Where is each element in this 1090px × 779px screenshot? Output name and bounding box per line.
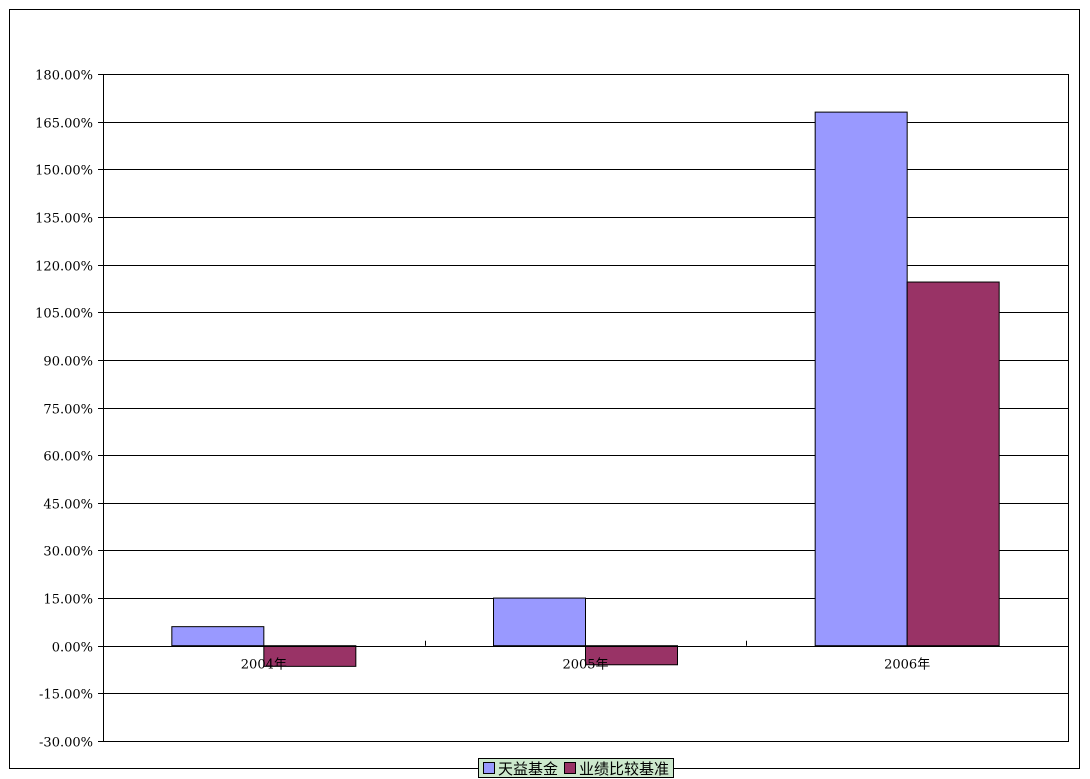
x-tick-label: 2005年	[562, 658, 608, 673]
bar	[906, 281, 1000, 647]
y-tick-label: 15.00%	[43, 593, 93, 608]
legend-label-benchmark: 业绩比较基准	[579, 759, 670, 778]
y-tick-label: 0.00%	[52, 641, 93, 656]
y-tick-label: 60.00%	[43, 450, 93, 465]
bar	[585, 645, 678, 666]
legend-swatch-fund	[483, 762, 495, 774]
y-tick-label: 30.00%	[43, 545, 93, 560]
legend-swatch-benchmark	[564, 762, 577, 774]
bar	[493, 597, 586, 647]
x-tick-label: 2004年	[241, 658, 287, 673]
legend-label-fund: 天益基金	[498, 759, 559, 778]
y-tick-label: -15.00%	[39, 688, 93, 703]
legend-item-fund: 天益基金	[483, 758, 558, 779]
bar	[263, 645, 357, 667]
y-tick-label: 90.00%	[43, 355, 93, 370]
bar	[171, 626, 265, 647]
y-tick-label: 180.00%	[35, 69, 93, 84]
x-tick-label: 2006年	[884, 658, 930, 673]
y-tick-label: -30.00%	[39, 736, 93, 751]
y-tick-label: 165.00%	[35, 117, 93, 132]
plot-area	[103, 74, 1069, 742]
y-tick-label: 45.00%	[43, 498, 93, 513]
legend-item-benchmark: 业绩比较基准	[564, 758, 669, 779]
y-tick-label: 120.00%	[35, 260, 93, 275]
bar	[814, 111, 908, 647]
y-tick-label: 135.00%	[35, 212, 93, 227]
y-tick-label: 75.00%	[43, 403, 93, 418]
y-tick-label: 150.00%	[35, 164, 93, 179]
legend: 天益基金 业绩比较基准	[478, 758, 675, 779]
y-tick-label: 105.00%	[35, 307, 93, 322]
